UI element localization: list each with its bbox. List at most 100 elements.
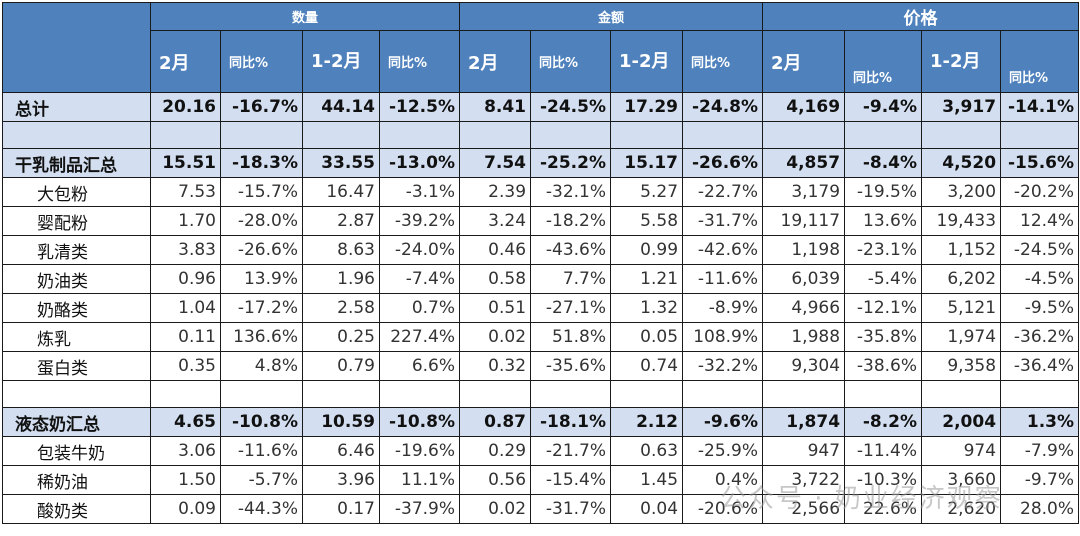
table-cell: 0.25 [302,322,380,352]
table-cell: 5.27 [610,177,684,207]
table-cell: 6.46 [302,436,380,466]
summary-row: 总计 20.16 -16.7% 44.14 -12.5% 8.41 -24.5% 17.29-… [2,92,1080,122]
table-cell: -25.2% [530,148,612,178]
table-row: 奶酪类 1.04 -17.2% 2.58 0.7% 0.51 -27.1% 1.32 -8.9%… [2,293,1080,323]
table-cell: 0.96 [150,264,221,294]
table-cell: 7.7% [530,264,612,294]
table-cell [459,121,532,149]
table-cell: -15.4% [530,465,612,495]
row-label [2,380,151,408]
table-cell: 15.51 [150,148,221,178]
table-cell: 6.6% [378,351,461,381]
table-cell [378,121,461,149]
table-cell: 0.04 [610,494,684,524]
table-cell [459,380,532,408]
table-cell: 1.32 [610,293,684,323]
table-cell: 0.87 [459,407,532,437]
table-cell: -11.6% [220,436,303,466]
table-cell: 5.58 [610,206,684,236]
table-cell: -7.9% [1000,436,1080,466]
table-cell: 0.7% [378,293,461,323]
table-cell: 3,722 [762,465,846,495]
table-cell: 0.02 [459,322,532,352]
table-cell [610,380,684,408]
row-label: 包装牛奶 [2,436,151,466]
table-cell: -15.7% [220,177,303,207]
table-cell: 0.56 [459,465,532,495]
table-cell: 19,117 [762,206,846,236]
row-label: 稀奶油 [2,465,151,495]
summary-row: 液态奶汇总 4.65 -10.8% 10.59 -10.8% 0.87 -18.1% 2.12… [2,407,1080,437]
table-cell: -23.1% [844,235,923,265]
table-cell: -8.2% [844,407,923,437]
table-cell: 6,039 [762,264,846,294]
table-cell: -9.7% [1000,465,1080,495]
table-cell: 1.21 [610,264,684,294]
table-cell: -35.8% [844,322,923,352]
table-cell: 16.47 [302,177,380,207]
table-cell: 0.58 [459,264,532,294]
table-cell [150,380,221,408]
table-cell: -26.6% [220,235,303,265]
table-cell: -26.6% [682,148,764,178]
table-row: 婴配粉 1.70 -28.0% 2.87 -39.2% 3.24 -18.2% 5.58 -31… [2,206,1080,236]
table-cell: -11.4% [844,436,923,466]
table-cell: 227.4% [378,322,461,352]
table-cell: -36.4% [1000,351,1080,381]
table-cell: 8.41 [459,92,532,122]
table-cell: 10.59 [302,407,380,437]
table-cell: 2.87 [302,206,380,236]
table-cell: -10.8% [378,407,461,437]
subheader-month: 2月 [762,30,846,93]
table-cell: -27.1% [530,293,612,323]
row-label: 蛋白类 [2,351,151,381]
table-row: 奶油类 0.96 13.9% 1.96 -7.4% 0.58 7.7% 1.21 -11.6% 6… [2,264,1080,294]
table-cell: 136.6% [220,322,303,352]
table-cell: -16.7% [220,92,303,122]
table-cell: -11.6% [682,264,764,294]
row-label: 大包粉 [2,177,151,207]
subheader-month: 2月 [150,30,221,93]
table-cell: -10.8% [220,407,303,437]
table-cell: 1.04 [150,293,221,323]
subheader-yoy: 同比% [682,30,764,93]
table-cell: 2.12 [610,407,684,437]
table-row: 蛋白类 0.35 4.8% 0.79 6.6% 0.32 -35.6% 0.74 -32.2% 9… [2,351,1080,381]
table-cell: 974 [921,436,1002,466]
table-cell [220,380,303,408]
table-cell: -5.7% [220,465,303,495]
table-cell: 3.06 [150,436,221,466]
table-cell: 4,169 [762,92,846,122]
table-cell: -35.6% [530,351,612,381]
table-cell: 0.09 [150,494,221,524]
table-cell: 5,121 [921,293,1002,323]
subheader-cum: 1-2月 [921,30,1002,93]
table-cell: 0.99 [610,235,684,265]
row-label: 酸奶类 [2,494,151,524]
table-cell: -19.5% [844,177,923,207]
table-cell: -22.7% [682,177,764,207]
table-cell: 2,620 [921,494,1002,524]
table-cell: 44.14 [302,92,380,122]
table-cell: 0.32 [459,351,532,381]
table-cell [921,121,1002,149]
table-cell: -19.6% [378,436,461,466]
table-cell: -31.7% [682,206,764,236]
table-cell: 1.45 [610,465,684,495]
table-cell: -9.5% [1000,293,1080,323]
table-cell: 17.29 [610,92,684,122]
table-cell [530,121,612,149]
table-cell: 20.16 [150,92,221,122]
table-cell [150,121,221,149]
table-cell: -4.5% [1000,264,1080,294]
table-cell: 7.53 [150,177,221,207]
table-cell: 22.6% [844,494,923,524]
table-cell: 2,004 [921,407,1002,437]
subheader-cum: 1-2月 [610,30,684,93]
table-cell [378,380,461,408]
table-cell: -8.4% [844,148,923,178]
subheader-yoy: 同比% [530,30,612,93]
table-cell: -32.1% [530,177,612,207]
table-cell: 4,520 [921,148,1002,178]
row-label: 婴配粉 [2,206,151,236]
